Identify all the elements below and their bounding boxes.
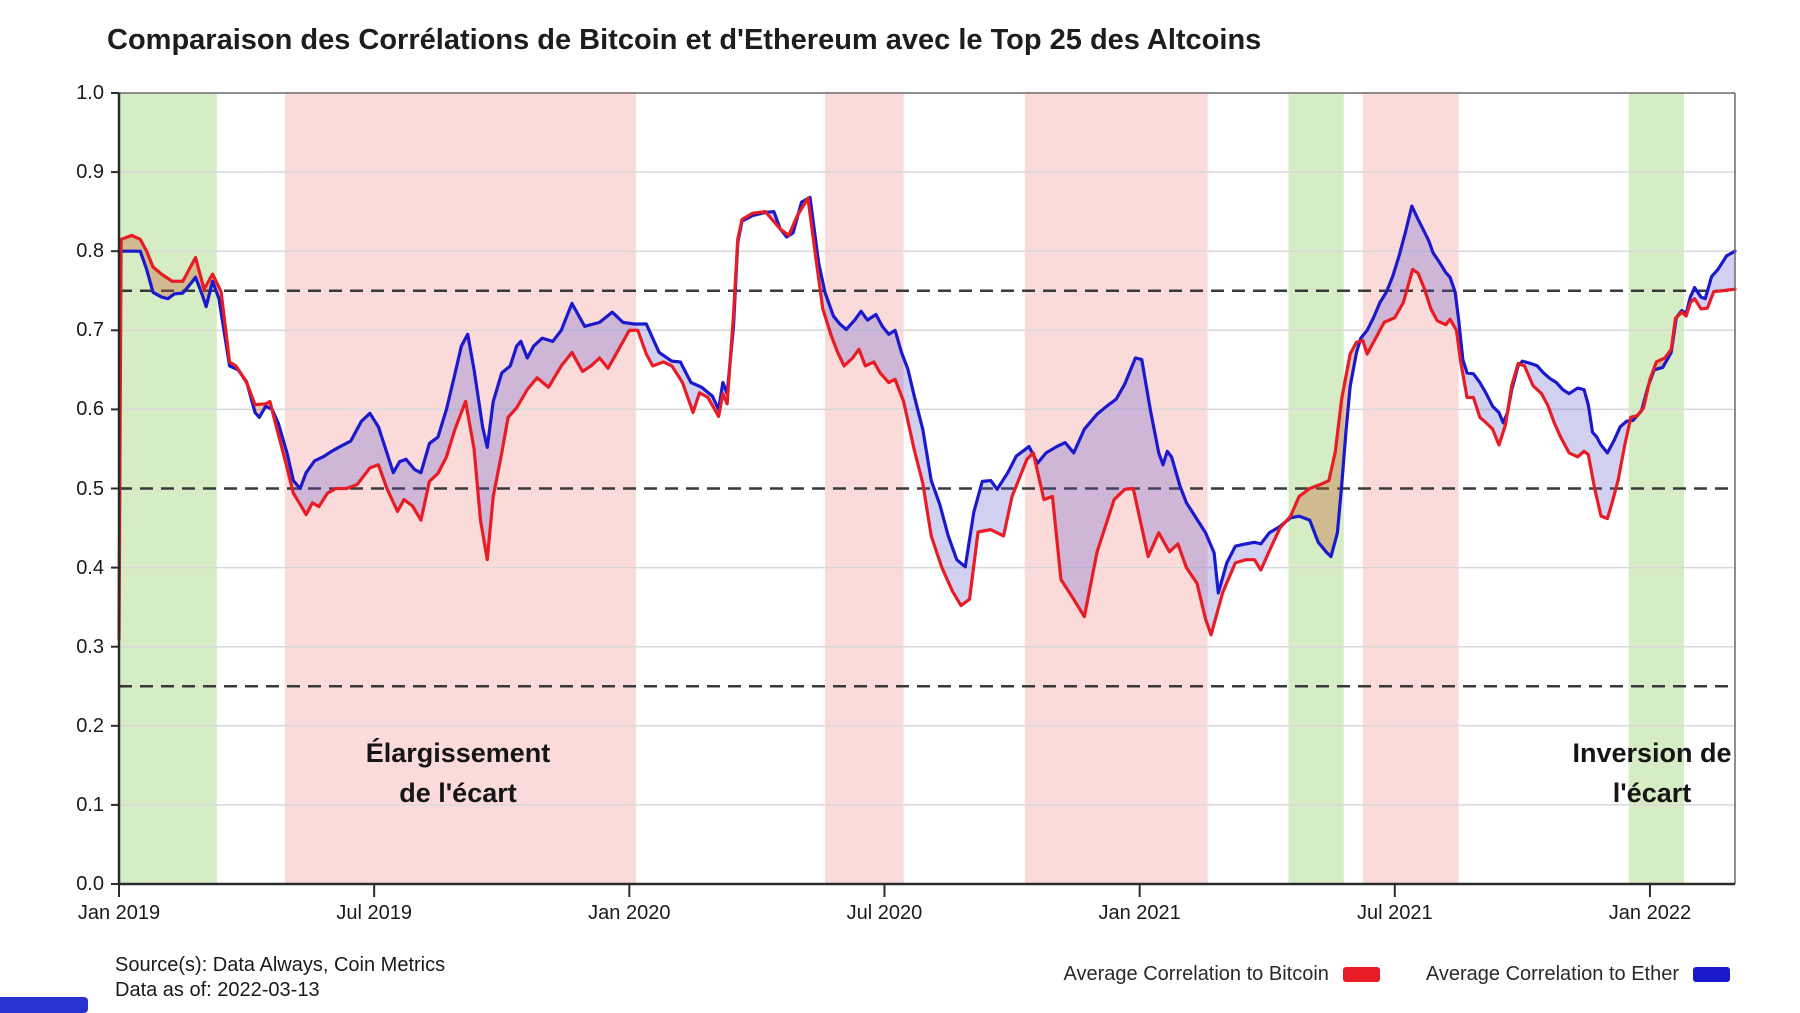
legend-label-bitcoin: Average Correlation to Bitcoin [1063,963,1329,985]
fill-red-above [122,235,242,376]
x-tick-label: Jan 2021 [1098,902,1181,924]
y-tick-label: 0.1 [76,793,104,816]
annotation-line: Élargissement [365,738,551,768]
fill-blue-above [807,197,1286,635]
annotation-line: l'écart [1612,778,1692,808]
legend: Average Correlation to Bitcoin Average C… [1064,963,1730,986]
annotation-line: Inversion de [1572,738,1732,768]
x-tick-label: Jul 2019 [336,902,412,924]
fill-blue-above [1519,361,1631,519]
source-note: Source(s): Data Always, Coin Metrics Dat… [115,953,445,1003]
correlation-chart [111,92,1737,897]
x-tick-label: Jul 2020 [846,902,923,924]
legend-item-ether: Average Correlation to Ether [1426,963,1730,986]
y-tick-label: 0.4 [76,556,104,579]
y-tick-label: 0.3 [76,635,104,658]
x-tick-label: Jan 2020 [588,902,671,924]
y-tick-label: 1.0 [76,82,104,104]
legend-item-bitcoin: Average Correlation to Bitcoin [1064,963,1380,986]
source-line: Source(s): Data Always, Coin Metrics [115,954,446,976]
x-tick-label: Jul 2021 [1356,902,1433,924]
x-tick-label: Jan 2019 [77,902,161,924]
y-tick-label: 0.9 [76,161,104,184]
y-tick-label: 0.8 [76,240,104,263]
series-line [117,196,1737,641]
y-tick-label: 0.7 [76,319,104,342]
annotation-widening-gap: Élargissement de l'écart [366,733,551,813]
y-tick-label: 0.2 [76,714,104,737]
x-tick-label: Jan 2022 [1608,902,1692,924]
y-tick-label: 0.5 [76,477,104,500]
page-title: Comparaison des Corrélations de Bitcoin … [107,24,1262,56]
ether-color-swatch [1693,967,1730,982]
fill-red-above [1285,341,1360,556]
bottom-left-blue-bar [0,997,88,1013]
annotation-line: de l'écart [399,778,517,808]
y-tick-label: 0.0 [76,873,104,895]
data-as-of-line: Data as of: 2022-03-13 [115,979,320,1001]
bitcoin-color-swatch [1342,967,1380,982]
annotation-gap-inversion: Inversion de l'écart [1572,733,1731,813]
legend-label-ether: Average Correlation to Ether [1425,963,1679,985]
fill-blue-above [271,304,731,555]
y-tick-label: 0.6 [76,398,104,421]
